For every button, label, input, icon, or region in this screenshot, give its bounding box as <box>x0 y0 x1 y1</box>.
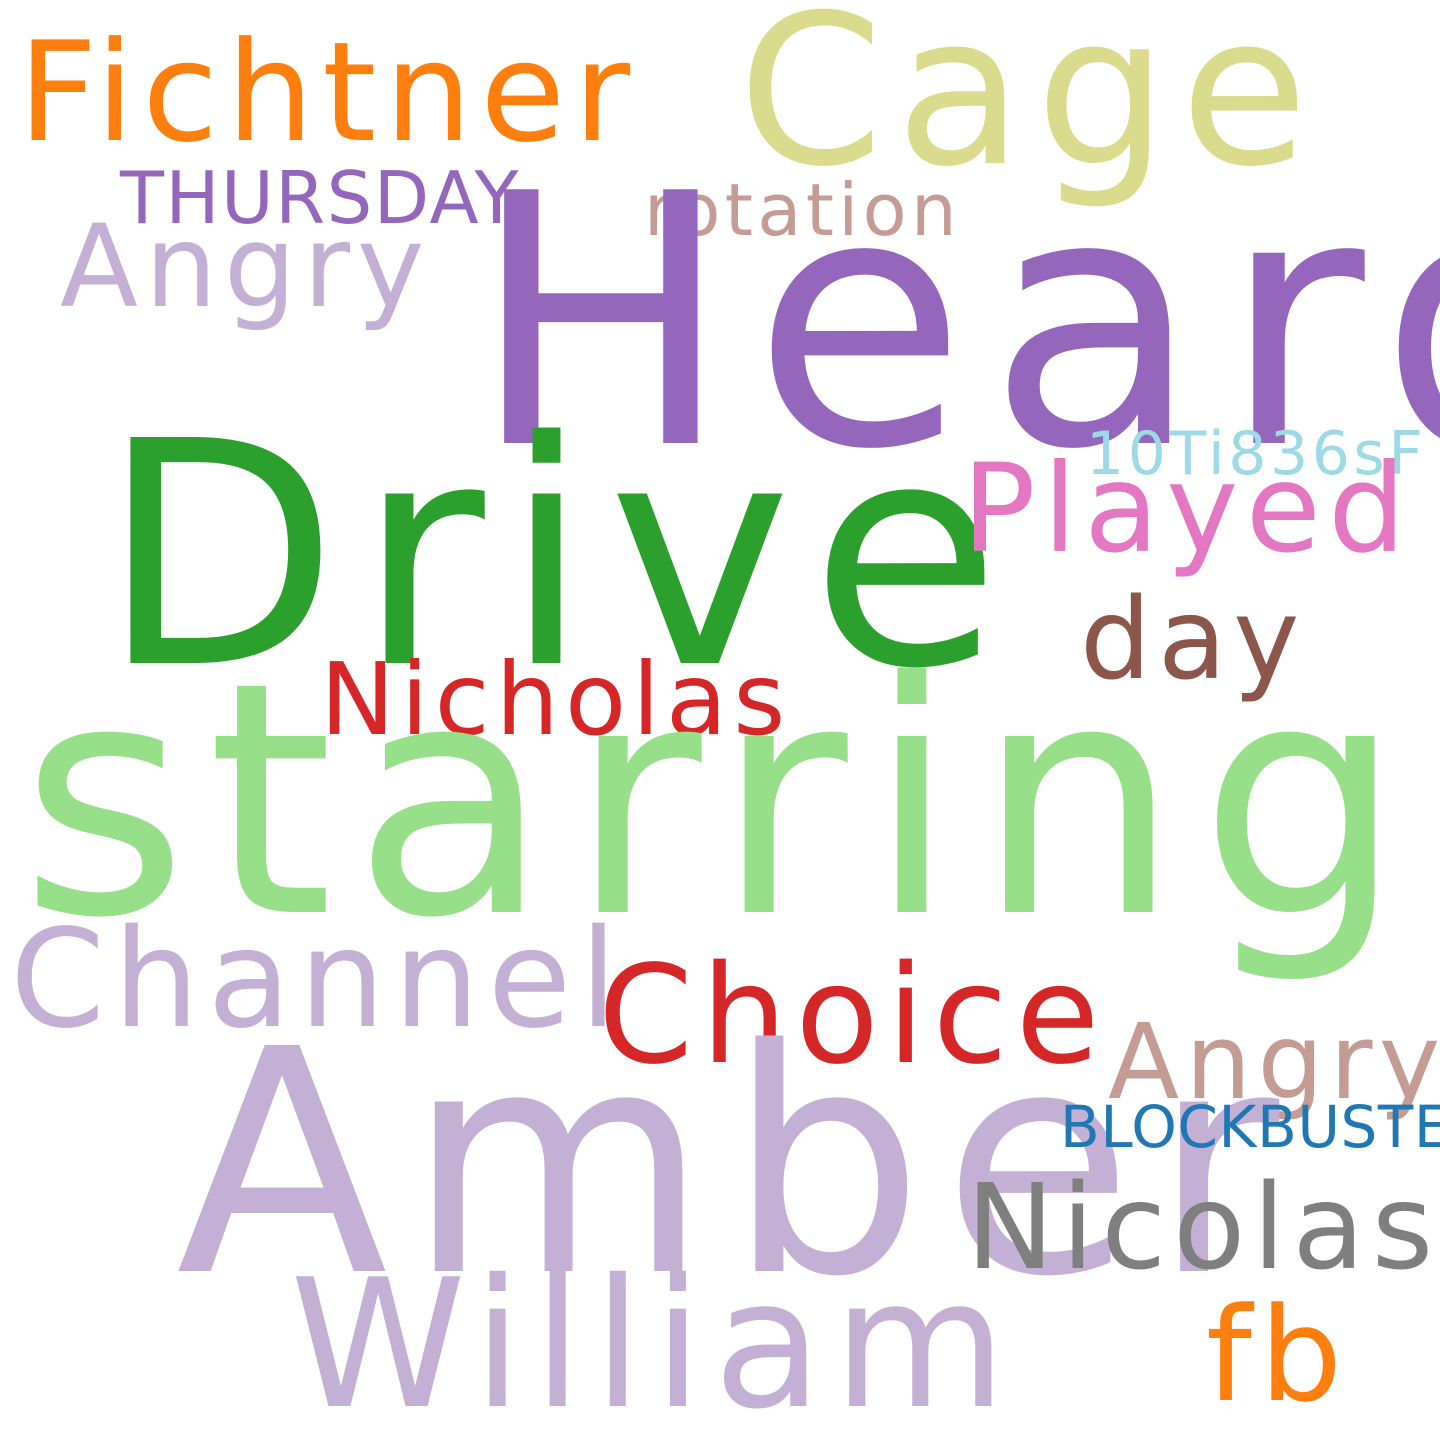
word-angry-quote: Angry' <box>1108 1001 1440 1123</box>
word-day: day <box>1080 575 1307 705</box>
word-rotation: rotation <box>644 168 961 252</box>
word-channel: Channel <box>10 901 626 1059</box>
word-nicholas: Nicholas <box>320 641 792 758</box>
word-10ti836sf: 10Ti836sF <box>1086 419 1427 489</box>
word-heard: Heard <box>470 121 1440 526</box>
word-played: Played <box>962 438 1413 580</box>
word-angry: Angry <box>60 200 432 333</box>
word-starring: starring <box>20 613 1423 988</box>
word-nicolas: Nicolas <box>966 1158 1440 1296</box>
word-amber: Amber <box>176 984 1298 1345</box>
word-choice: Choice <box>598 937 1108 1095</box>
word-fichtner: Fichtner <box>18 12 639 173</box>
word-thursday: THURSDAY <box>120 156 520 240</box>
word-cage: Cage <box>738 0 1321 213</box>
word-blockbuster: BLOCKBUSTER <box>1060 1093 1440 1161</box>
word-william: William <box>290 1241 1018 1448</box>
word-drive: Drive <box>100 376 1020 737</box>
word-fb: fb <box>1206 1279 1350 1431</box>
